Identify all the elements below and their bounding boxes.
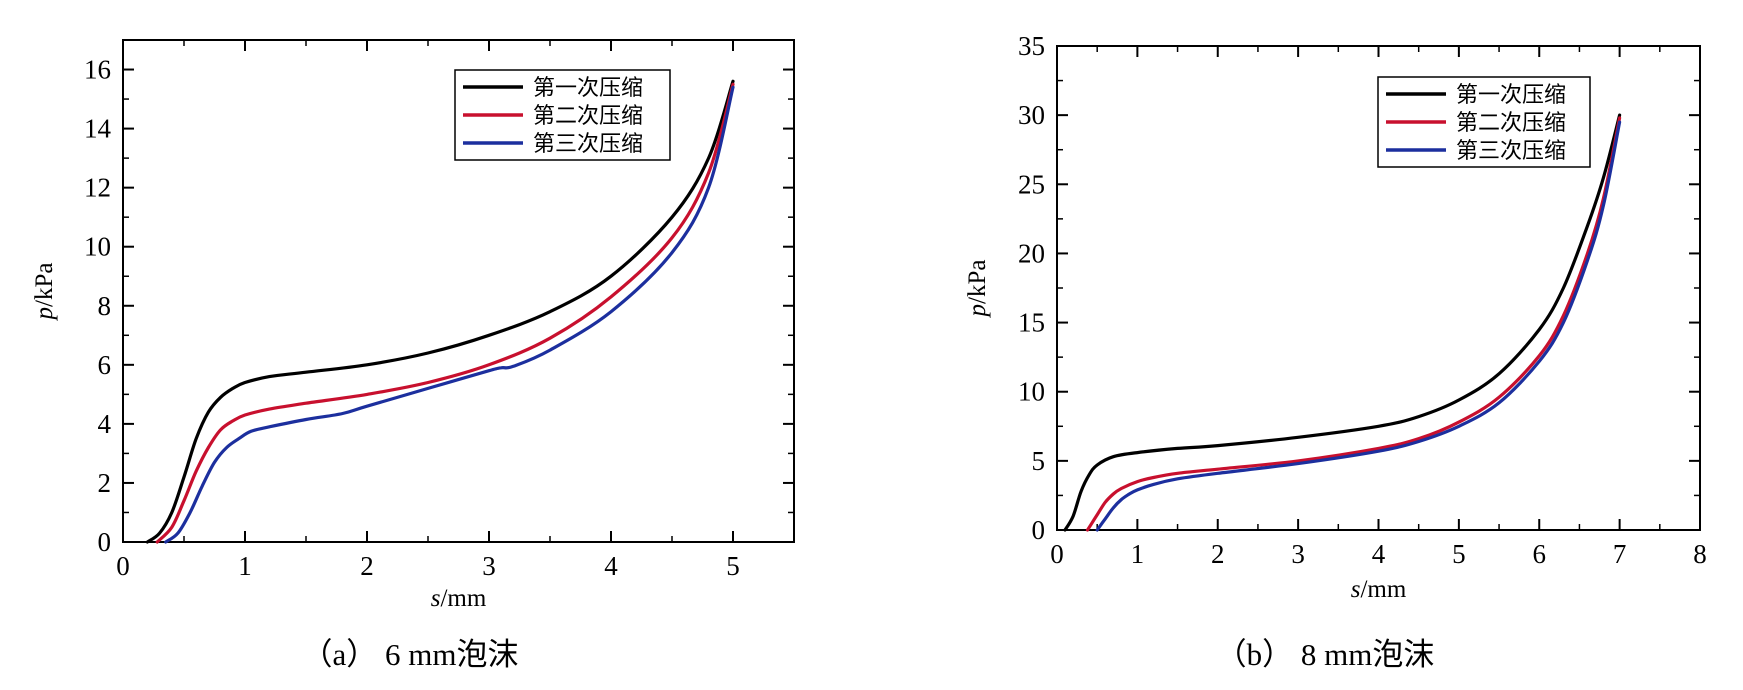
x-tick-label: 8 xyxy=(1693,539,1707,569)
legend-label-3: 第三次压缩 xyxy=(533,131,643,156)
y-axis-label-symbol: p xyxy=(31,307,58,322)
x-tick-label: 5 xyxy=(1452,539,1466,569)
y-axis-label-unit: /kPa xyxy=(31,263,58,307)
y-tick-label: 20 xyxy=(1018,238,1045,268)
x-tick-label: 3 xyxy=(1291,539,1305,569)
legend-label-2: 第二次压缩 xyxy=(1456,110,1566,135)
series-line-2 xyxy=(155,82,735,544)
x-tick-label: 0 xyxy=(116,551,130,581)
y-tick-label: 35 xyxy=(1018,31,1045,61)
y-tick-label: 4 xyxy=(98,409,112,439)
chart-b: 0 1 2 3 4 5 6 7 8 0 5 10 15 20 25 30 35 s/mm p/kPa 第一次压缩第二次… xyxy=(964,31,1707,672)
legend-label-1: 第一次压缩 xyxy=(1456,82,1566,107)
series-line-1 xyxy=(1063,113,1622,532)
y-axis-label-unit: /kPa xyxy=(964,260,991,304)
plot-frame xyxy=(122,39,795,543)
y-tick-label: 8 xyxy=(98,291,112,321)
series-line-1 xyxy=(145,79,735,544)
chart-caption: （a） 6 mm泡沫 xyxy=(302,637,519,672)
x-tick-label: 4 xyxy=(1372,539,1386,569)
x-tick-label: 6 xyxy=(1533,539,1547,569)
y-tick-label: 2 xyxy=(98,468,112,498)
x-axis-label: s/mm xyxy=(1351,576,1407,603)
x-axis-label-symbol: s xyxy=(1351,576,1361,603)
y-tick-label: 25 xyxy=(1018,169,1045,199)
x-tick-label: 2 xyxy=(360,551,374,581)
x-axis-label-unit: /mm xyxy=(1360,576,1406,603)
y-axis-label-symbol: p xyxy=(964,304,991,319)
series-line-3 xyxy=(1095,120,1622,532)
y-tick-label: 12 xyxy=(84,173,111,203)
x-tick-label: 1 xyxy=(1131,539,1145,569)
y-tick-label: 6 xyxy=(98,350,112,380)
x-axis-label-unit: /mm xyxy=(440,585,486,612)
x-axis-label-symbol: s xyxy=(431,585,441,612)
y-axis-label: p/kPa xyxy=(31,263,58,322)
y-tick-label: 5 xyxy=(1032,446,1046,476)
series-line-2 xyxy=(1085,116,1622,532)
y-tick-label: 0 xyxy=(1032,515,1046,545)
series-line-3 xyxy=(164,85,735,544)
x-tick-label: 3 xyxy=(482,551,496,581)
y-axis-label: p/kPa xyxy=(964,260,991,319)
y-tick-label: 30 xyxy=(1018,100,1045,130)
x-axis-label: s/mm xyxy=(431,585,487,612)
x-tick-label: 7 xyxy=(1613,539,1627,569)
legend-label-1: 第一次压缩 xyxy=(533,75,643,100)
legend-label-3: 第三次压缩 xyxy=(1456,138,1566,163)
legend-label-2: 第二次压缩 xyxy=(533,103,643,128)
x-tick-label: 4 xyxy=(604,551,618,581)
x-tick-label: 5 xyxy=(726,551,740,581)
y-tick-label: 16 xyxy=(84,55,111,85)
chart-caption: （b） 8 mm泡沫 xyxy=(1216,637,1435,672)
chart-a: 0 1 2 3 4 50246810121416s/mmp/kPa第一次压缩第二次压缩第三… xyxy=(31,39,795,672)
x-tick-label: 0 xyxy=(1050,539,1064,569)
x-tick-label: 2 xyxy=(1211,539,1225,569)
x-tick-label: 1 xyxy=(238,551,252,581)
y-tick-label: 15 xyxy=(1018,308,1045,338)
y-tick-label: 10 xyxy=(84,232,111,262)
y-tick-label: 14 xyxy=(84,114,112,144)
y-tick-label: 0 xyxy=(98,527,112,557)
y-tick-label: 10 xyxy=(1018,377,1045,407)
